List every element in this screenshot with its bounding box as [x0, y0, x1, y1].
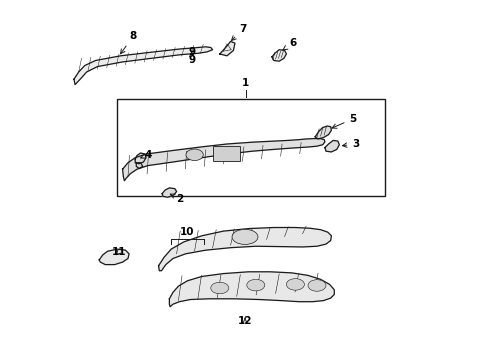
Text: 5: 5 — [332, 114, 357, 128]
Polygon shape — [136, 163, 143, 168]
Text: 1: 1 — [243, 78, 249, 88]
Ellipse shape — [232, 229, 258, 244]
Polygon shape — [325, 140, 339, 152]
Polygon shape — [315, 126, 331, 139]
Text: 9: 9 — [188, 55, 196, 65]
Text: 12: 12 — [238, 316, 252, 326]
Polygon shape — [220, 41, 235, 56]
Text: 6: 6 — [283, 38, 296, 50]
Polygon shape — [159, 228, 331, 271]
Bar — [117, 99, 386, 196]
Polygon shape — [74, 47, 213, 85]
Polygon shape — [170, 272, 334, 307]
Text: 11: 11 — [112, 247, 126, 257]
Text: 9: 9 — [188, 47, 196, 57]
Text: 4: 4 — [141, 150, 151, 160]
Polygon shape — [122, 139, 325, 181]
Ellipse shape — [286, 279, 304, 290]
Text: 8: 8 — [121, 31, 137, 54]
Bar — [213, 146, 240, 161]
Text: 10: 10 — [180, 226, 195, 237]
Polygon shape — [162, 188, 176, 197]
Ellipse shape — [211, 282, 229, 294]
Ellipse shape — [247, 279, 265, 291]
Polygon shape — [135, 153, 146, 164]
Ellipse shape — [308, 280, 326, 291]
Polygon shape — [99, 249, 129, 265]
Text: 2: 2 — [171, 194, 184, 204]
Polygon shape — [272, 50, 286, 61]
Ellipse shape — [186, 149, 203, 161]
Text: 3: 3 — [343, 139, 360, 149]
Text: 7: 7 — [232, 24, 247, 40]
